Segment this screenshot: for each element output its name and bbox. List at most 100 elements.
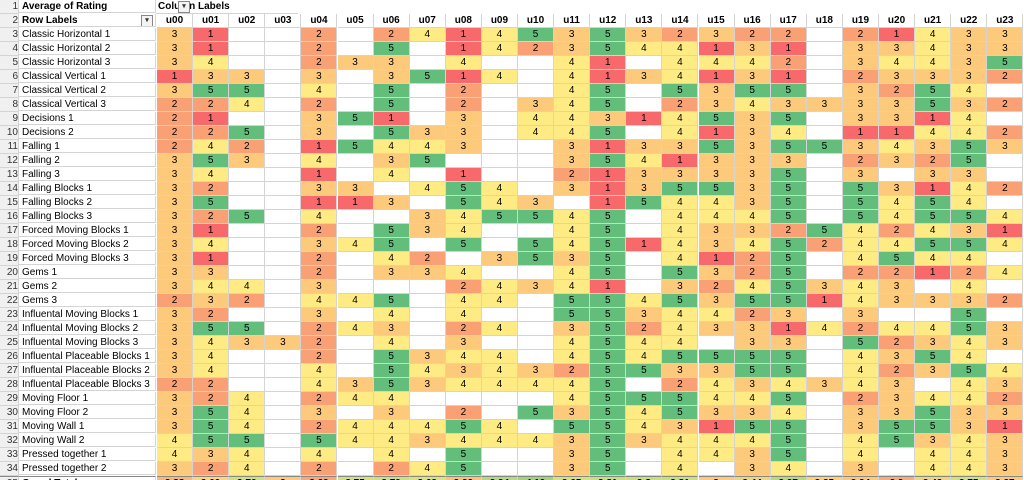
rating-cell[interactable] [806, 84, 843, 98]
rating-cell[interactable]: 3 [842, 168, 879, 182]
rating-cell[interactable]: 5 [373, 98, 410, 112]
rating-cell[interactable]: 5 [590, 294, 627, 308]
rating-cell[interactable]: 4 [554, 392, 591, 406]
rating-cell[interactable] [518, 392, 555, 406]
rating-cell[interactable] [373, 210, 410, 224]
row-label[interactable]: Gems 3 [19, 294, 156, 307]
rating-cell[interactable]: 3 [445, 112, 482, 126]
rating-cell[interactable] [409, 238, 446, 252]
row-label[interactable]: Moving Wall 1 [19, 420, 156, 433]
rating-cell[interactable] [481, 154, 518, 168]
rating-cell[interactable] [987, 280, 1024, 294]
rating-cell[interactable] [915, 280, 952, 294]
rating-cell[interactable]: 5 [698, 350, 735, 364]
rating-cell[interactable]: 4 [193, 336, 230, 350]
rating-cell[interactable] [229, 252, 266, 266]
rating-cell[interactable]: 2 [987, 70, 1024, 84]
rating-cell[interactable]: 2 [842, 266, 879, 280]
rating-cell[interactable]: 3 [409, 378, 446, 392]
rating-cell[interactable]: 4 [554, 98, 591, 112]
rating-cell[interactable]: 5 [229, 210, 266, 224]
rating-cell[interactable]: 5 [879, 434, 916, 448]
rating-cell[interactable]: 3 [842, 308, 879, 322]
rating-cell[interactable]: 2 [157, 126, 194, 140]
rating-cell[interactable] [265, 392, 302, 406]
rating-cell[interactable]: 2 [445, 84, 482, 98]
rating-cell[interactable] [554, 196, 591, 210]
rating-cell[interactable] [879, 462, 916, 476]
rating-cell[interactable]: 5 [590, 126, 627, 140]
rating-cell[interactable]: 4 [193, 280, 230, 294]
row-label[interactable]: Pressed together 1 [19, 448, 156, 461]
rating-cell[interactable]: 3 [518, 280, 555, 294]
rating-cell[interactable]: 3 [301, 238, 338, 252]
rating-cell[interactable]: 3 [409, 224, 446, 238]
row-label[interactable]: Influental Moving Blocks 3 [19, 336, 156, 349]
rating-cell[interactable] [409, 112, 446, 126]
rating-cell[interactable]: 3 [951, 70, 988, 84]
rating-cell[interactable]: 2 [987, 126, 1024, 140]
rating-cell[interactable]: 3 [337, 56, 374, 70]
rating-cell[interactable]: 3 [554, 182, 591, 196]
rating-cell[interactable]: 1 [662, 154, 699, 168]
rating-cell[interactable] [481, 84, 518, 98]
rating-cell[interactable]: 4 [662, 196, 699, 210]
rating-cell[interactable]: 1 [626, 112, 663, 126]
rating-cell[interactable]: 4 [445, 224, 482, 238]
rating-cell[interactable]: 5 [842, 196, 879, 210]
rating-cell[interactable]: 5 [409, 70, 446, 84]
row-number[interactable]: 5 [0, 56, 19, 70]
rating-cell[interactable] [337, 168, 374, 182]
rating-cell[interactable]: 4 [662, 56, 699, 70]
rating-cell[interactable]: 5 [842, 210, 879, 224]
column-header-u21[interactable]: u21 [915, 14, 952, 28]
rating-cell[interactable]: 5 [518, 28, 555, 42]
rating-cell[interactable] [229, 42, 266, 56]
rating-cell[interactable]: 2 [229, 140, 266, 154]
rating-cell[interactable]: 5 [951, 210, 988, 224]
row-label[interactable]: Falling 2 [19, 154, 156, 167]
rating-cell[interactable]: 3 [193, 294, 230, 308]
rating-cell[interactable] [806, 70, 843, 84]
rating-cell[interactable] [229, 56, 266, 70]
rating-cell[interactable]: 4 [842, 350, 879, 364]
rating-cell[interactable] [518, 168, 555, 182]
rating-cell[interactable]: 3 [229, 70, 266, 84]
rating-cell[interactable]: 1 [915, 112, 952, 126]
rating-cell[interactable]: 4 [193, 364, 230, 378]
row-label[interactable]: Gems 2 [19, 280, 156, 293]
rating-cell[interactable]: 4 [481, 378, 518, 392]
rating-cell[interactable]: 3 [157, 56, 194, 70]
rating-cell[interactable]: 2 [698, 280, 735, 294]
rating-cell[interactable]: 4 [373, 252, 410, 266]
rating-cell[interactable]: 3 [409, 434, 446, 448]
rating-cell[interactable]: 1 [445, 28, 482, 42]
row-number[interactable]: 29 [0, 392, 19, 406]
rating-cell[interactable]: 4 [734, 238, 771, 252]
row-label[interactable]: Influental Moving Blocks 2 [19, 322, 156, 335]
rating-cell[interactable]: 3 [698, 294, 735, 308]
rating-cell[interactable]: 1 [157, 70, 194, 84]
rating-cell[interactable]: 2 [879, 84, 916, 98]
rating-cell[interactable]: 3 [445, 336, 482, 350]
rating-cell[interactable]: 3 [770, 308, 807, 322]
row-number[interactable]: 2 [0, 14, 19, 28]
rating-cell[interactable]: 3 [987, 406, 1024, 420]
rating-cell[interactable]: 1 [590, 70, 627, 84]
rating-cell[interactable]: 5 [915, 98, 952, 112]
rating-cell[interactable]: 4 [879, 56, 916, 70]
rating-cell[interactable]: 3 [698, 28, 735, 42]
rating-cell[interactable]: 2 [734, 252, 771, 266]
rating-cell[interactable] [481, 98, 518, 112]
rating-cell[interactable] [373, 280, 410, 294]
row-number[interactable]: 27 [0, 364, 19, 378]
rating-cell[interactable] [265, 70, 302, 84]
row-label[interactable]: Classic Horizontal 3 [19, 56, 156, 69]
rating-cell[interactable]: 3 [662, 280, 699, 294]
rating-cell[interactable] [265, 266, 302, 280]
rating-cell[interactable]: 5 [590, 224, 627, 238]
rating-cell[interactable]: 5 [590, 434, 627, 448]
rating-cell[interactable]: 1 [698, 420, 735, 434]
rating-cell[interactable]: 1 [301, 196, 338, 210]
rating-cell[interactable] [806, 434, 843, 448]
